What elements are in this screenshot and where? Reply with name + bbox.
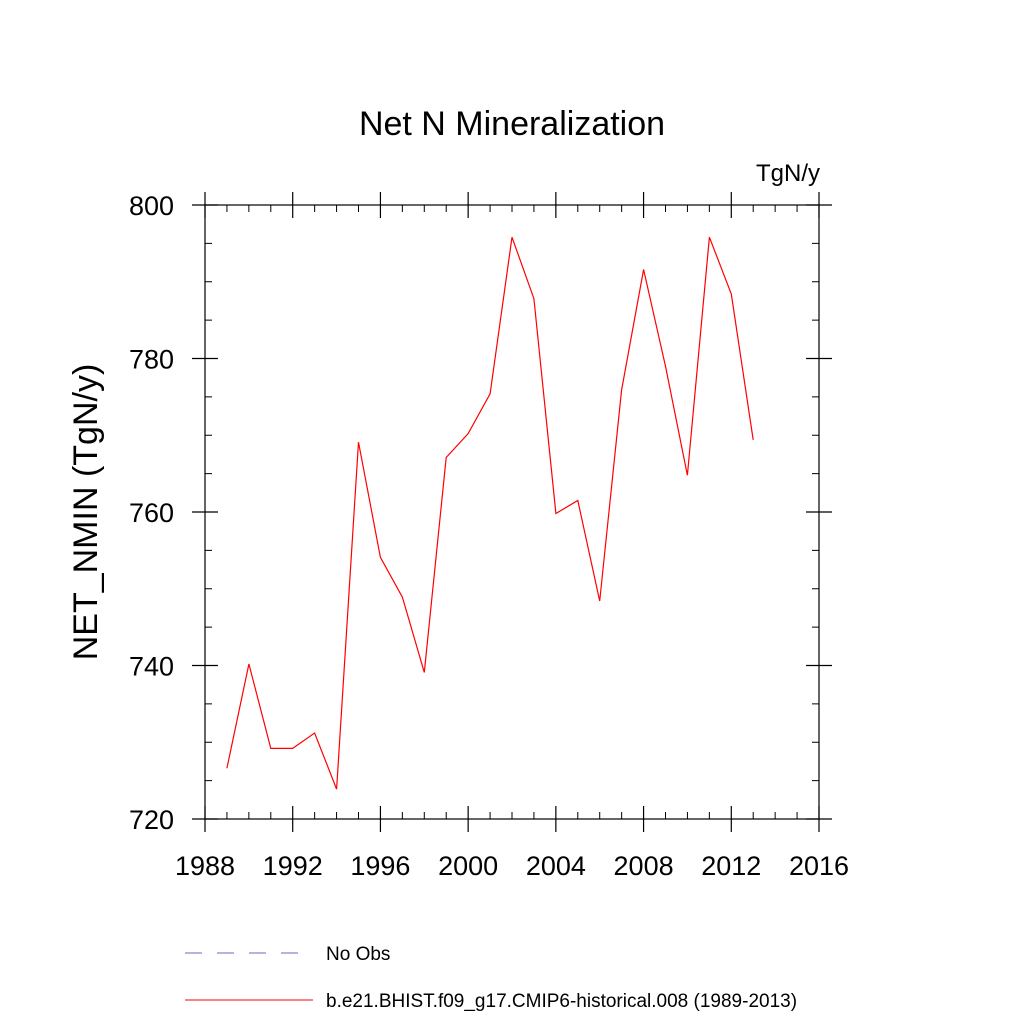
series-line <box>226 236 754 790</box>
y-tick-label: 740 <box>129 652 174 682</box>
chart-title: Net N Mineralization <box>359 105 665 143</box>
x-tick-label: 1996 <box>350 851 410 881</box>
legend-label: b.e21.BHIST.f09_g17.CMIP6-historical.008… <box>326 991 797 1012</box>
legend: No Obs b.e21.BHIST.f09_g17.CMIP6-historic… <box>185 944 797 1012</box>
axis-ticks <box>192 192 832 832</box>
y-tick-label: 720 <box>129 805 174 835</box>
y-tick-label: 800 <box>129 191 174 221</box>
x-tick-label: 1992 <box>263 851 323 881</box>
x-tick-label: 2000 <box>438 851 498 881</box>
tick-labels: 1988 1992 1996 2000 2004 2008 2012 2016 720 740 76… <box>129 191 849 881</box>
y-tick-label: 780 <box>129 345 174 375</box>
y-axis-label: NET_NMIN (TgN/y) <box>67 364 105 661</box>
x-tick-label: 2008 <box>614 851 674 881</box>
x-tick-label: 2004 <box>526 851 586 881</box>
legend-label: No Obs <box>326 944 390 965</box>
y-tick-label: 760 <box>129 498 174 528</box>
x-tick-label: 2016 <box>789 851 849 881</box>
x-tick-label: 1988 <box>175 851 235 881</box>
plot-frame <box>204 204 820 820</box>
units-label: TgN/y <box>756 160 820 187</box>
x-tick-label: 2012 <box>701 851 761 881</box>
data-series <box>226 236 754 790</box>
